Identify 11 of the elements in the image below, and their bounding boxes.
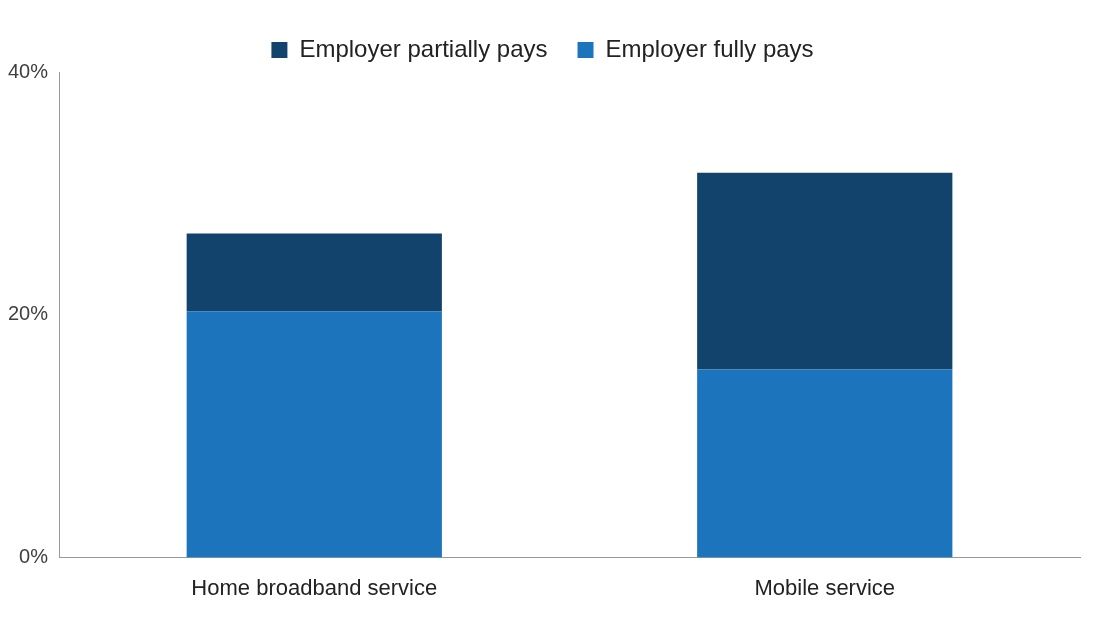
legend-label: Employer fully pays [605, 34, 814, 62]
y-tick-label: 0% [19, 545, 49, 568]
bar [186, 311, 442, 558]
bar [697, 369, 953, 558]
y-tick-label: 20% [8, 302, 49, 325]
bar [186, 233, 442, 312]
legend-label: Employer partially pays [299, 34, 548, 62]
x-tick-label: Mobile service [754, 574, 896, 600]
y-tick-label: 40% [8, 59, 49, 82]
bar [697, 172, 953, 370]
x-tick-label: Home broadband service [191, 574, 438, 600]
